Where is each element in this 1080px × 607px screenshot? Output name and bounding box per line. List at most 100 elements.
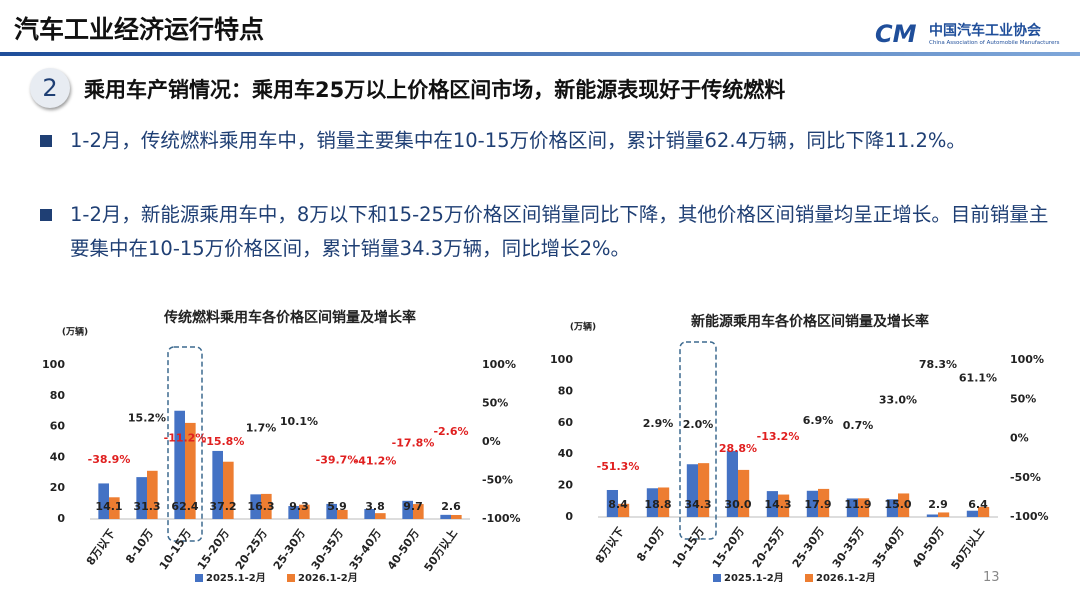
data-label: 2.6 <box>441 500 461 513</box>
y2-tick-label: -100% <box>1010 510 1049 523</box>
y-tick-label: 0 <box>565 510 573 523</box>
growth-label: 1.7% <box>246 422 277 435</box>
growth-label: 28.8% <box>719 442 757 455</box>
y-tick-label: 0 <box>57 512 65 525</box>
bar <box>766 491 778 517</box>
bar <box>926 514 938 517</box>
data-label: 34.3 <box>684 498 711 511</box>
bar <box>440 514 451 519</box>
data-label: 17.9 <box>804 498 831 511</box>
data-label: 16.3 <box>247 500 274 513</box>
x-tick-label: 8万以下 <box>84 527 118 568</box>
y-tick-label: 60 <box>50 420 66 433</box>
bar <box>174 410 185 519</box>
y-tick-label: 80 <box>50 389 66 402</box>
bar <box>299 504 310 519</box>
data-label: 14.1 <box>95 500 122 513</box>
x-tick-label: 8万以下 <box>593 525 627 566</box>
data-label: 62.4 <box>171 500 198 513</box>
bar <box>818 488 830 517</box>
bar <box>136 477 147 519</box>
bar <box>606 489 618 517</box>
logo-name: 中国汽车工业协会 <box>929 23 1041 39</box>
bar <box>337 509 348 519</box>
bar <box>806 490 818 517</box>
bar <box>846 498 858 517</box>
growth-label: -13.2% <box>757 430 800 443</box>
x-tick-label: 25-30万 <box>271 527 308 572</box>
bar <box>938 512 950 517</box>
growth-label: -39.7% <box>316 454 359 467</box>
data-label: 30.0 <box>724 498 751 511</box>
y-tick-label: 80 <box>558 384 574 397</box>
y2-tick-label: -50% <box>482 474 513 487</box>
bullet: 1-2月，传统燃料乘用车中，销量主要集中在10-15万价格区间，累计销量62.4… <box>40 124 1050 158</box>
y2-tick-label: 50% <box>1010 392 1036 405</box>
bar <box>364 508 375 519</box>
legend-swatch <box>287 574 295 582</box>
logo-name-en: China Association of Automobile Manufact… <box>929 40 1060 46</box>
bar <box>147 470 158 519</box>
data-label: 6.4 <box>968 498 988 511</box>
growth-label: -15.8% <box>202 435 245 448</box>
y-tick-label: 40 <box>558 447 574 460</box>
legend-swatch <box>805 574 813 582</box>
data-label: 3.8 <box>365 500 385 513</box>
x-tick-label: 30-35万 <box>309 527 346 572</box>
x-tick-label: 15-20万 <box>195 527 232 572</box>
growth-label: 6.9% <box>803 414 834 427</box>
header-rule <box>0 52 1080 56</box>
x-tick-label: 50万以上 <box>421 526 460 574</box>
data-label: 9.7 <box>403 500 423 513</box>
y-tick-label: 100 <box>42 358 65 371</box>
data-label: 5.9 <box>327 500 347 513</box>
y-tick-label: 40 <box>50 450 66 463</box>
bar <box>288 506 299 519</box>
y2-tick-label: -100% <box>482 512 521 525</box>
bar <box>978 506 990 517</box>
legend-swatch <box>713 574 721 582</box>
data-label: 11.9 <box>844 498 871 511</box>
bar <box>402 500 413 519</box>
highlight-box <box>167 346 203 542</box>
y-tick-label: 100 <box>550 353 573 366</box>
section-heading: 乘用车产销情况：乘用车25万以上价格区间市场，新能源表现好于传统燃料 <box>84 78 786 102</box>
bar <box>618 503 630 517</box>
x-tick-label: 30-35万 <box>830 525 867 570</box>
bar <box>886 499 898 517</box>
x-tick-label: 20-25万 <box>750 525 787 570</box>
section-number: 2 <box>30 68 70 108</box>
bullet: 1-2月，新能源乘用车中，8万以下和15-25万价格区间销量同比下降，其他价格区… <box>40 198 1050 266</box>
data-label: 18.8 <box>644 498 671 511</box>
chart-title: 传统燃料乘用车各价格区间销量及增长率 <box>163 309 416 326</box>
x-tick-label: 40-50万 <box>910 525 947 570</box>
growth-label: -11.2% <box>164 432 207 445</box>
growth-label: 2.0% <box>683 418 714 431</box>
bar <box>326 503 337 519</box>
growth-label: 15.2% <box>128 411 166 424</box>
growth-label: -17.8% <box>392 437 435 450</box>
legend-label: 2025.1-2月 <box>724 572 784 584</box>
y2-tick-label: 0% <box>482 435 501 448</box>
x-tick-label: 10-15万 <box>670 525 707 570</box>
bar <box>698 463 710 517</box>
y-tick-label: 60 <box>558 416 574 429</box>
growth-label: -51.3% <box>597 460 640 473</box>
y2-tick-label: -50% <box>1010 471 1041 484</box>
growth-label: 78.3% <box>919 358 957 371</box>
x-tick-label: 35-40万 <box>870 525 907 570</box>
data-label: 37.2 <box>209 500 236 513</box>
data-label: 15.0 <box>884 498 911 511</box>
data-label: 2.9 <box>928 498 948 511</box>
bar <box>726 450 738 517</box>
legend-label: 2026.1-2月 <box>816 572 876 584</box>
page-number: 13 <box>983 570 1000 585</box>
growth-label: 0.7% <box>843 419 874 432</box>
bar <box>738 469 750 517</box>
x-tick-label: 20-25万 <box>233 527 270 572</box>
bar <box>646 488 658 517</box>
y2-tick-label: 0% <box>1010 432 1029 445</box>
legend-swatch <box>195 574 203 582</box>
